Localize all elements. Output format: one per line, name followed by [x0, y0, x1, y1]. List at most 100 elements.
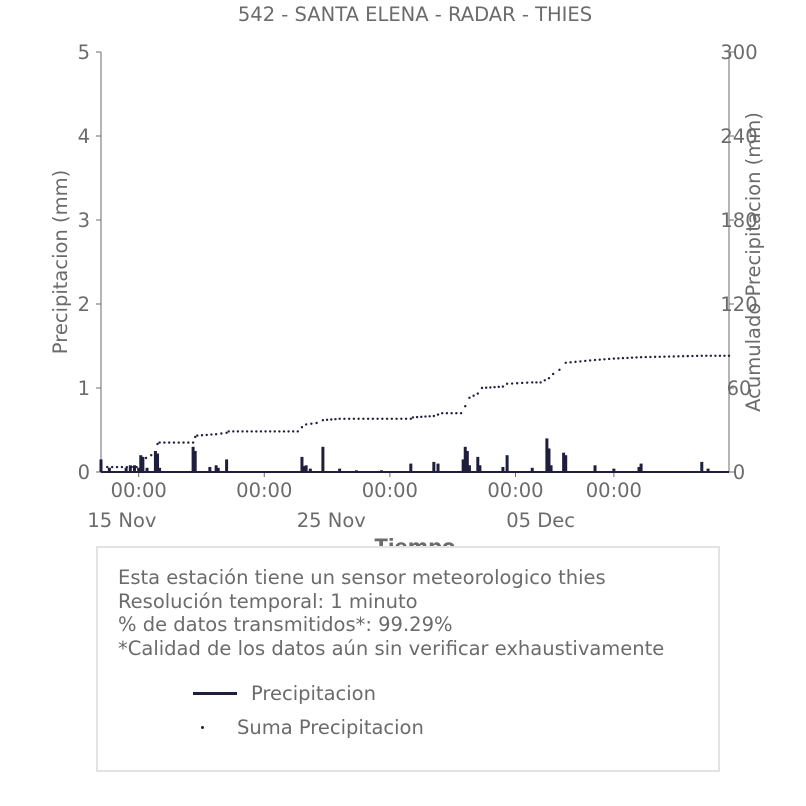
cumulative-dot	[564, 361, 567, 364]
precip-bar	[593, 465, 597, 472]
cumulative-dot	[558, 368, 561, 371]
precip-bar	[158, 467, 162, 472]
cumulative-dot	[264, 430, 267, 433]
cumulative-dots	[99, 354, 731, 473]
cumulative-dot	[156, 442, 159, 446]
cumulative-dot	[334, 417, 337, 421]
cumulative-dot	[450, 412, 453, 415]
cumulative-dot	[259, 430, 263, 433]
x-date-label: 05 Dec	[506, 509, 575, 532]
cumulative-dot	[455, 412, 458, 415]
precip-bar	[124, 467, 128, 472]
cumulative-dot	[150, 454, 153, 457]
cumulative-dot	[400, 417, 403, 420]
cumulative-dot	[686, 354, 689, 358]
cumulative-dot	[362, 417, 365, 420]
cumulative-dot	[579, 360, 582, 363]
cumulative-dot	[709, 354, 713, 357]
cumulative-dot	[214, 433, 218, 436]
cumulative-dot	[543, 379, 546, 382]
cumulative-dot	[411, 416, 415, 419]
cumulative-dot	[531, 381, 534, 384]
cumulative-dot	[705, 354, 708, 357]
cumulative-dot	[177, 441, 180, 444]
cumulative-dot	[526, 381, 529, 384]
cumulative-dot	[420, 415, 423, 419]
y-tick-label: 5	[78, 41, 90, 64]
cumulative-dot	[250, 430, 253, 433]
x-tick-label: 00:00	[362, 479, 418, 502]
cumulative-dot	[593, 358, 597, 362]
cumulative-dot	[445, 412, 449, 415]
cumulative-dot	[493, 385, 496, 389]
cumulative-dot	[598, 358, 601, 361]
cumulative-dot	[404, 417, 408, 420]
cumulative-dot	[120, 465, 124, 469]
precip-bar	[501, 466, 505, 472]
precip-bar	[99, 459, 103, 472]
legend-sum-label: Suma Precipitacion	[237, 716, 424, 739]
cumulative-dot	[163, 441, 166, 444]
cumulative-dot	[255, 430, 258, 433]
cumulative-dot	[700, 354, 703, 357]
precip-bar	[436, 463, 440, 472]
precip-bar	[139, 455, 143, 472]
precip-bar	[432, 461, 436, 472]
cumulative-dot	[667, 355, 671, 358]
cumulative-dot	[291, 430, 295, 433]
x-axis: 00:00 00:00 00:00 00:00 00:00 15 Nov 25 Nov 05 …	[87, 472, 642, 532]
precip-bar	[153, 451, 157, 472]
cumulative-dot	[497, 385, 500, 389]
station-info: Esta estación tiene un sensor meteorolog…	[118, 566, 664, 660]
cumulative-dot	[472, 394, 475, 397]
cumulative-dot	[232, 430, 235, 433]
cumulative-dot	[220, 432, 223, 435]
cumulative-dot	[714, 354, 717, 357]
precip-bar	[478, 465, 482, 472]
cumulative-dot	[144, 456, 148, 460]
info-sensor: Esta estación tiene un sensor meteorolog…	[118, 566, 606, 589]
y2-tick-label: 0	[733, 461, 745, 484]
precip-bar	[156, 453, 160, 472]
y2-tick-label: 300	[720, 41, 757, 64]
y2-tick-label: 180	[720, 209, 757, 232]
cumulative-dot	[287, 430, 290, 433]
cumulative-dot	[653, 355, 657, 359]
cumulative-dot	[639, 356, 643, 359]
legend-sum: Suma Precipitacion	[98, 716, 424, 739]
cumulative-dot	[501, 385, 505, 388]
legend-precip-label: Precipitacion	[251, 682, 376, 705]
cumulative-dot	[196, 434, 199, 437]
cumulative-dot	[158, 441, 161, 444]
precip-bar	[505, 455, 509, 472]
precip-bar	[637, 466, 641, 472]
cumulative-dot	[663, 355, 666, 358]
cumulative-dot	[191, 441, 195, 444]
cumulative-dot	[535, 381, 538, 384]
cumulative-dot	[167, 441, 171, 444]
precip-bar	[476, 456, 480, 472]
cumulative-dot	[588, 359, 592, 362]
cumulative-dot	[607, 357, 611, 361]
cumulative-dot	[205, 433, 208, 437]
cumulative-dot	[626, 356, 629, 360]
cumulative-dot	[130, 465, 133, 469]
cumulative-dot	[617, 357, 620, 360]
x-date-label: 15 Nov	[87, 509, 156, 532]
y2-tick-label: 240	[720, 125, 757, 148]
precip-bar	[549, 465, 553, 472]
precip-bar	[132, 465, 136, 472]
cumulative-dot	[612, 357, 616, 360]
cumulative-dot	[210, 433, 213, 436]
cumulative-dot	[194, 435, 197, 439]
cumulative-dot	[484, 386, 488, 389]
cumulative-dot	[172, 441, 176, 444]
precip-bar	[545, 438, 549, 472]
precip-bar	[225, 459, 229, 472]
y-axis-label: Precipitacion (mm)	[49, 170, 72, 354]
cumulative-dot	[106, 465, 109, 469]
precip-bar	[128, 465, 132, 472]
cumulative-dot	[200, 434, 204, 437]
cumulative-dot	[352, 417, 356, 420]
info-resolution: Resolución temporal: 1 minuto	[118, 589, 418, 613]
